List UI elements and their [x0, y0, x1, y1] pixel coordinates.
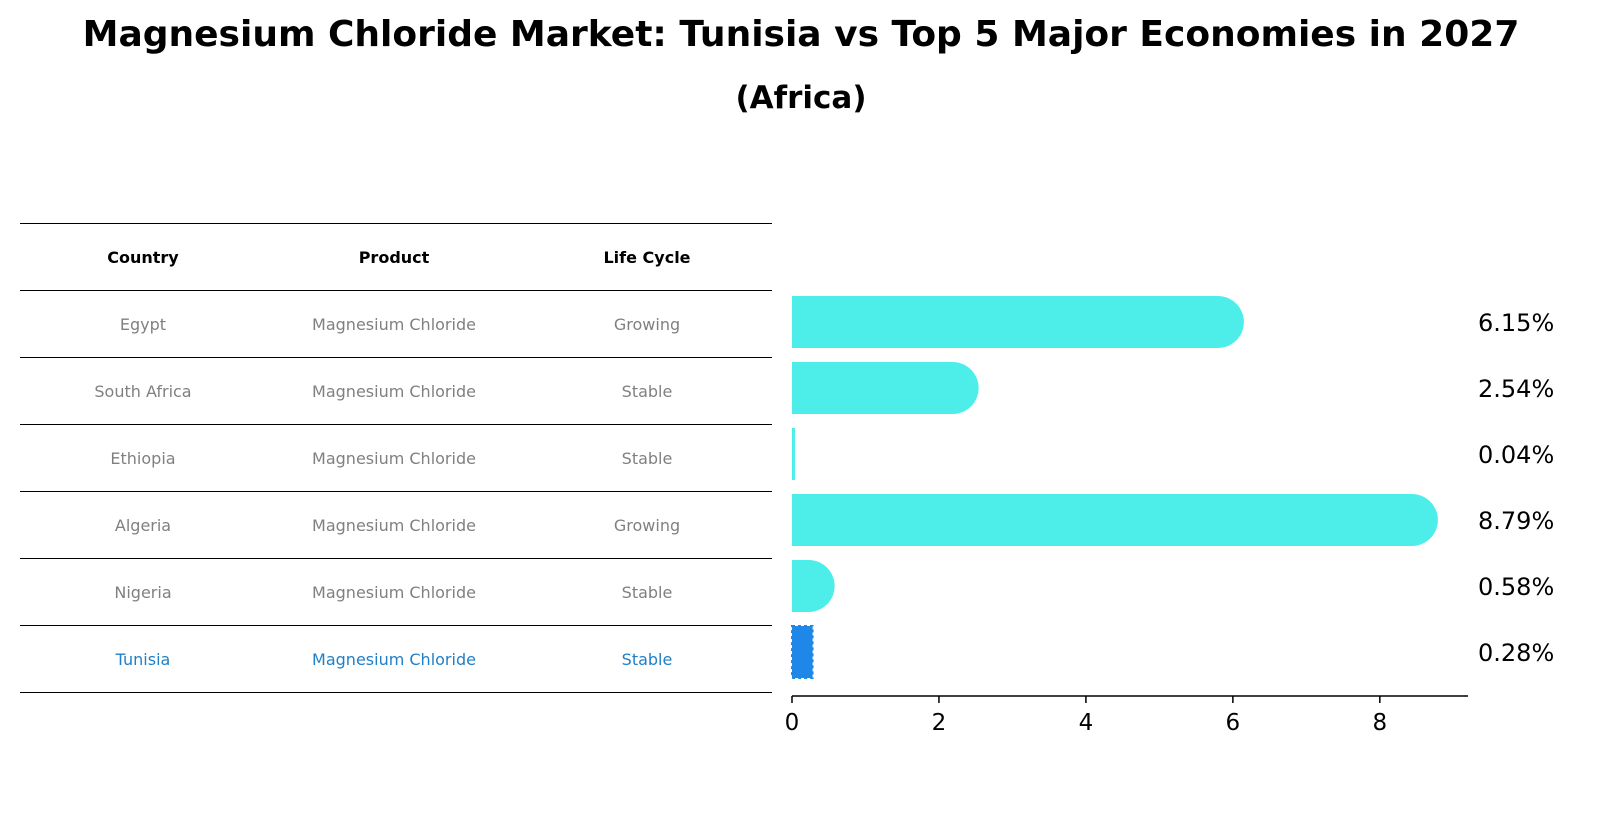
- country-cell: Algeria: [114, 515, 172, 535]
- value-label: 0.04%: [1478, 441, 1554, 469]
- x-tick-label: 0: [785, 710, 800, 736]
- value-label: 0.58%: [1478, 573, 1554, 601]
- table-row: Egypt Magnesium Chloride Growing: [20, 290, 772, 357]
- x-tick-label: 4: [1079, 710, 1094, 736]
- country-cell: Nigeria: [114, 582, 172, 602]
- value-label: 2.54%: [1478, 375, 1554, 403]
- country-cell: Tunisia: [115, 649, 171, 669]
- header-country: Country: [107, 247, 179, 267]
- life-cycle-cell: Stable: [621, 582, 673, 602]
- table-row: South Africa Magnesium Chloride Stable: [20, 357, 772, 424]
- table-row: Nigeria Magnesium Chloride Stable: [20, 558, 772, 625]
- product-cell: Magnesium Chloride: [312, 448, 476, 468]
- table-row-highlight: Tunisia Magnesium Chloride Stable: [20, 625, 772, 693]
- chart-title: Magnesium Chloride Market: Tunisia vs To…: [82, 14, 1520, 55]
- country-cell: Egypt: [119, 314, 167, 334]
- country-table: Country Product Life Cycle Egypt Magnesi…: [20, 223, 772, 693]
- product-cell: Magnesium Chloride: [312, 649, 476, 669]
- life-cycle-cell: Growing: [613, 314, 681, 334]
- product-cell: Magnesium Chloride: [312, 582, 476, 602]
- value-label: 6.15%: [1478, 309, 1554, 337]
- product-cell: Magnesium Chloride: [312, 381, 476, 401]
- bar-tunisia: [791, 625, 814, 679]
- product-cell: Magnesium Chloride: [312, 515, 476, 535]
- product-cell: Magnesium Chloride: [312, 314, 476, 334]
- table-header-row: Country Product Life Cycle: [20, 223, 772, 290]
- header-product: Product: [358, 247, 430, 267]
- life-cycle-cell: Growing: [613, 515, 681, 535]
- life-cycle-cell: Stable: [621, 649, 673, 669]
- header-life-cycle: Life Cycle: [603, 247, 691, 267]
- x-tick-label: 2: [932, 710, 947, 736]
- table-row: Algeria Magnesium Chloride Growing: [20, 491, 772, 558]
- life-cycle-cell: Stable: [621, 381, 673, 401]
- bar-nigeria: [792, 560, 835, 612]
- x-tick-label: 8: [1373, 710, 1388, 736]
- country-cell: Ethiopia: [110, 448, 176, 468]
- x-tick-label: 6: [1226, 710, 1241, 736]
- chart-subtitle: (Africa): [735, 80, 867, 116]
- bar-algeria: [792, 494, 1438, 546]
- value-label: 0.28%: [1478, 639, 1554, 667]
- bar-egypt: [792, 296, 1244, 348]
- bar-south-africa: [792, 362, 979, 414]
- life-cycle-cell: Stable: [621, 448, 673, 468]
- table-row: Ethiopia Magnesium Chloride Stable: [20, 424, 772, 491]
- country-cell: South Africa: [94, 381, 192, 401]
- bar-ethiopia: [792, 428, 795, 480]
- value-label: 8.79%: [1478, 507, 1554, 535]
